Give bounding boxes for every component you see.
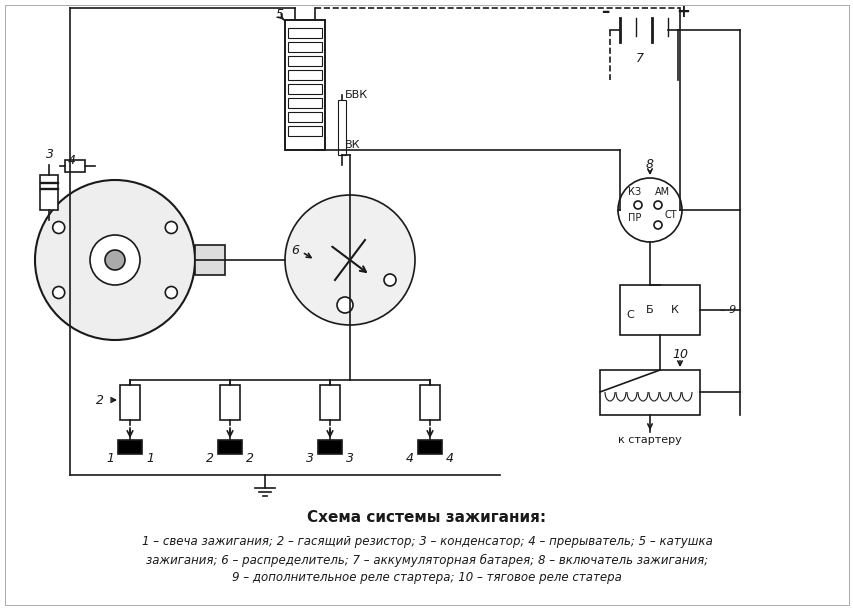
Circle shape xyxy=(35,180,194,340)
Text: 10: 10 xyxy=(671,348,688,362)
Circle shape xyxy=(285,195,415,325)
Bar xyxy=(317,440,341,454)
Text: 3: 3 xyxy=(46,148,54,161)
Bar xyxy=(218,440,241,454)
Circle shape xyxy=(165,287,177,299)
Text: 3: 3 xyxy=(345,452,354,464)
Text: АМ: АМ xyxy=(654,187,670,197)
Circle shape xyxy=(337,297,352,313)
Bar xyxy=(220,385,240,420)
Text: –: – xyxy=(601,3,608,21)
Bar xyxy=(287,112,322,122)
Text: 1: 1 xyxy=(106,452,113,464)
Bar xyxy=(287,84,322,94)
Text: СТ: СТ xyxy=(664,210,676,220)
Text: БВК: БВК xyxy=(345,90,368,100)
Bar xyxy=(338,100,345,155)
Text: 9 – дополнительное реле стартера; 10 – тяговое реле статера: 9 – дополнительное реле стартера; 10 – т… xyxy=(232,571,621,585)
Text: Схема системы зажигания:: Схема системы зажигания: xyxy=(307,511,546,525)
Bar xyxy=(619,285,699,335)
Bar xyxy=(287,98,322,108)
Text: ПР: ПР xyxy=(627,213,641,223)
Bar xyxy=(285,20,325,150)
Text: 5: 5 xyxy=(276,9,284,21)
Text: Б: Б xyxy=(646,305,653,315)
Circle shape xyxy=(165,222,177,233)
Bar xyxy=(118,440,142,454)
Text: 4: 4 xyxy=(68,153,76,167)
Text: К: К xyxy=(670,305,678,315)
Circle shape xyxy=(618,178,682,242)
Text: 2: 2 xyxy=(206,452,214,464)
Text: зажигания; 6 – распределитель; 7 – аккумуляторная батарея; 8 – включатель зажига: зажигания; 6 – распределитель; 7 – аккум… xyxy=(146,554,707,566)
Bar xyxy=(287,56,322,66)
Text: 4: 4 xyxy=(445,452,454,464)
Bar xyxy=(320,385,339,420)
Circle shape xyxy=(53,222,65,233)
Text: +: + xyxy=(676,3,689,21)
Bar xyxy=(120,385,140,420)
Circle shape xyxy=(384,274,396,286)
Text: 3: 3 xyxy=(305,452,314,464)
Text: 2: 2 xyxy=(96,393,104,406)
Bar xyxy=(287,126,322,136)
Text: 4: 4 xyxy=(405,452,414,464)
Text: КЗ: КЗ xyxy=(627,187,641,197)
Bar xyxy=(420,385,439,420)
Bar xyxy=(417,440,442,454)
Circle shape xyxy=(105,250,125,270)
Text: 1: 1 xyxy=(146,452,154,464)
Text: С: С xyxy=(625,310,633,320)
Circle shape xyxy=(53,287,65,299)
Bar xyxy=(40,175,58,210)
Bar xyxy=(194,245,224,275)
Bar xyxy=(287,28,322,38)
Circle shape xyxy=(90,235,140,285)
Text: 2: 2 xyxy=(246,452,253,464)
Bar xyxy=(600,370,699,415)
Text: 7: 7 xyxy=(635,51,643,65)
Text: 6: 6 xyxy=(291,244,299,257)
Text: 8: 8 xyxy=(645,158,653,172)
Text: ВК: ВК xyxy=(345,140,360,150)
Bar xyxy=(65,160,85,172)
Text: 1 – свеча зажигания; 2 – гасящий резистор; 3 – конденсатор; 4 – прерыватель; 5 –: 1 – свеча зажигания; 2 – гасящий резисто… xyxy=(142,535,711,549)
Text: к стартеру: к стартеру xyxy=(618,435,681,445)
Bar xyxy=(287,70,322,80)
Bar xyxy=(285,20,325,150)
Text: – 9: – 9 xyxy=(719,305,735,315)
Bar xyxy=(287,42,322,52)
